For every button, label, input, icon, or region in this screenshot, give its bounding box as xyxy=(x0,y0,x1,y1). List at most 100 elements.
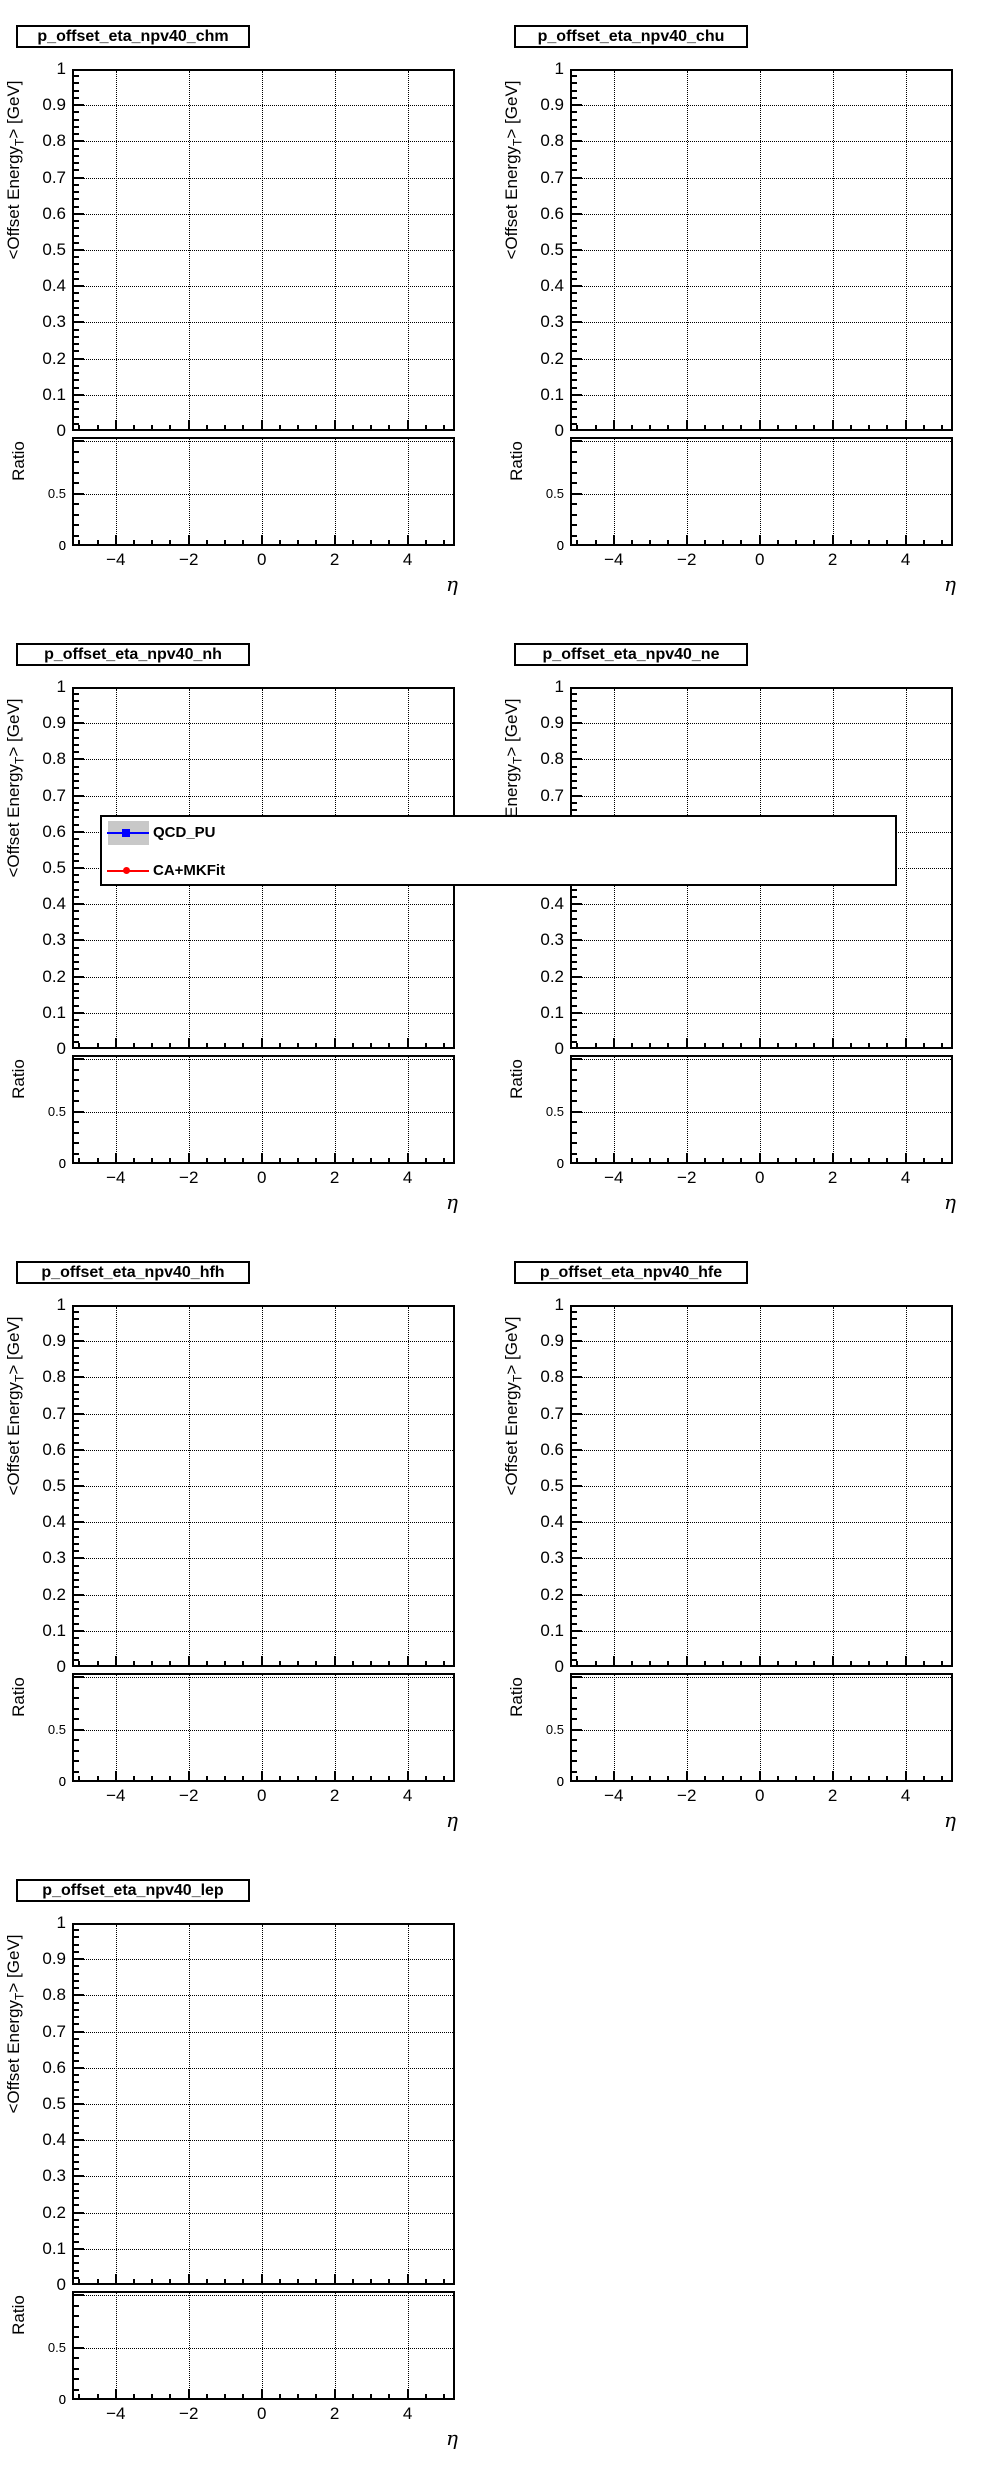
x-minor-tick xyxy=(424,1661,427,1665)
x-tick-label: 0 xyxy=(754,550,765,569)
x-minor-tick xyxy=(424,2279,427,2283)
x-minor-tick xyxy=(315,1661,318,1665)
y-tick-label: 0 xyxy=(554,421,564,440)
x-major-tick xyxy=(904,1153,907,1162)
x-major-tick xyxy=(831,1038,834,1047)
main-plot-frame xyxy=(72,1305,455,1667)
gridline-y xyxy=(74,795,453,797)
x-minor-tick xyxy=(351,1158,354,1162)
x-major-tick xyxy=(612,535,615,544)
x-minor-tick xyxy=(868,540,871,544)
y-minor-tick xyxy=(572,1332,577,1335)
y-minor-tick xyxy=(74,147,79,150)
y-minor-tick xyxy=(572,227,577,230)
gridline-y xyxy=(572,1594,951,1596)
plot-title-box: p_offset_eta_npv40_lep xyxy=(16,1879,250,1902)
y-minor-tick xyxy=(74,961,79,964)
y-minor-tick xyxy=(572,205,577,208)
gridline-x xyxy=(832,439,834,544)
y-minor-tick xyxy=(74,1354,79,1357)
x-minor-tick xyxy=(388,1661,391,1665)
main-plot-frame xyxy=(72,1923,455,2285)
y-minor-tick xyxy=(572,1608,577,1611)
x-minor-tick xyxy=(224,1661,227,1665)
y-minor-tick xyxy=(74,1441,79,1444)
gridline-ratio xyxy=(74,493,453,495)
y-minor-tick xyxy=(74,1608,79,1611)
y-tick-label: 0.8 xyxy=(540,1367,564,1387)
x-minor-tick xyxy=(133,425,135,429)
gridline-y xyxy=(572,358,951,360)
y-tick-label: 0.3 xyxy=(540,312,564,332)
x-minor-tick xyxy=(776,1158,779,1162)
x-major-tick xyxy=(406,1153,409,1162)
x-major-tick xyxy=(612,420,615,429)
legend-label-ca-mkfit: CA+MKFit xyxy=(153,862,226,879)
gridline-x xyxy=(115,1057,117,1162)
gridline-y xyxy=(572,1413,951,1415)
y-minor-tick xyxy=(572,1369,577,1372)
y-minor-tick xyxy=(74,1456,79,1459)
ratio-minor-tick xyxy=(74,524,79,527)
y-major-tick xyxy=(74,2175,84,2178)
y-minor-tick xyxy=(74,932,79,935)
ratio-major-tick xyxy=(74,492,84,495)
x-minor-tick xyxy=(594,1661,597,1665)
x-minor-tick xyxy=(649,1776,652,1780)
y-minor-tick xyxy=(572,968,577,971)
x-major-tick xyxy=(114,2274,117,2283)
x-axis-title: η xyxy=(446,2426,458,2450)
y-minor-tick xyxy=(74,1506,79,1509)
gridline-y xyxy=(74,1995,453,1997)
main-plot-frame xyxy=(570,1305,953,1667)
y-major-tick xyxy=(572,357,582,360)
x-axis-title-wrap: η xyxy=(414,572,458,596)
gridline-y xyxy=(572,105,951,107)
gridline-y xyxy=(572,177,951,179)
x-minor-tick xyxy=(922,1661,925,1665)
ratio-minor-tick xyxy=(572,471,577,474)
y-minor-tick xyxy=(74,1019,79,1022)
y-tick-label: 0.3 xyxy=(42,1548,66,1568)
x-minor-tick xyxy=(78,1776,81,1780)
y-tick-label: 0.2 xyxy=(42,2202,66,2222)
y-minor-tick xyxy=(74,306,79,309)
y-minor-tick xyxy=(74,1550,79,1553)
pad-hfe: p_offset_eta_npv40_hfe <Offset EnergyT> … xyxy=(498,1236,996,1854)
x-minor-tick xyxy=(133,2394,135,2398)
plot-title: p_offset_eta_npv40_nh xyxy=(44,645,222,663)
y-major-tick xyxy=(572,1376,582,1379)
ratio-tick-label: 0 xyxy=(58,1774,66,1789)
x-minor-tick xyxy=(922,1158,925,1162)
y-minor-tick xyxy=(572,997,577,1000)
y-minor-tick xyxy=(572,895,577,898)
x-major-tick xyxy=(187,1153,190,1162)
x-major-tick xyxy=(406,2274,409,2283)
x-minor-tick xyxy=(151,1043,154,1047)
y-minor-tick xyxy=(74,895,79,898)
y-major-tick xyxy=(74,867,84,869)
gridline-ratio xyxy=(74,2347,453,2349)
y-major-tick xyxy=(74,249,84,251)
x-minor-tick xyxy=(205,1043,208,1047)
x-minor-tick xyxy=(224,2279,227,2283)
ratio-minor-tick xyxy=(572,1100,577,1103)
x-minor-tick xyxy=(722,1043,725,1047)
y-tick-label: 0.7 xyxy=(42,167,66,187)
x-minor-tick xyxy=(868,1043,871,1047)
gridline-y xyxy=(572,759,951,761)
y-minor-tick xyxy=(74,1040,79,1043)
y-minor-tick xyxy=(74,1972,79,1975)
gridline-x xyxy=(334,439,336,544)
x-minor-tick xyxy=(667,1043,670,1047)
x-tick-label: −4 xyxy=(106,1786,126,1805)
y-minor-tick xyxy=(74,1936,79,1939)
pad-ne: p_offset_eta_npv40_ne <Offset EnergyT> [… xyxy=(498,618,996,1236)
gridline-x xyxy=(188,439,190,544)
y-minor-tick xyxy=(74,1929,79,1932)
y-minor-tick xyxy=(572,982,577,985)
y-major-tick xyxy=(74,1958,84,1961)
x-minor-tick xyxy=(795,540,798,544)
ratio-minor-tick xyxy=(572,1739,577,1742)
gridline-x xyxy=(188,1057,190,1162)
